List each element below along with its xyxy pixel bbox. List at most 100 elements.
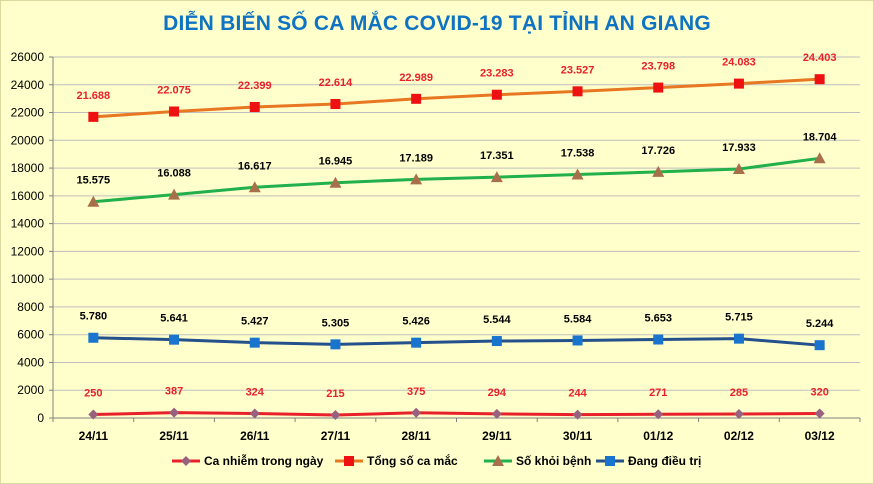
data-label: 5.780 xyxy=(80,311,108,323)
data-point xyxy=(732,163,745,175)
data-point xyxy=(814,340,825,351)
data-label: 294 xyxy=(488,387,507,399)
data-label: 24.403 xyxy=(803,52,837,64)
data-point xyxy=(169,106,180,117)
x-tick-label: 26/11 xyxy=(240,429,270,443)
data-point xyxy=(249,101,260,112)
data-label: 17.189 xyxy=(399,152,433,164)
data-point xyxy=(87,195,100,207)
y-tick-label: 16000 xyxy=(11,189,45,203)
data-label: 5.715 xyxy=(725,312,753,324)
data-label: 23.798 xyxy=(641,61,675,73)
x-tick-label: 30/11 xyxy=(563,429,593,443)
data-label: 5.641 xyxy=(160,313,188,325)
data-point xyxy=(652,165,665,177)
data-label: 215 xyxy=(326,388,344,400)
data-point xyxy=(572,86,583,97)
data-label: 5.305 xyxy=(322,317,350,329)
data-point xyxy=(814,74,825,85)
data-point xyxy=(733,333,744,344)
y-tick-label: 4000 xyxy=(17,355,44,369)
series-line xyxy=(93,336,820,347)
data-label: 387 xyxy=(165,386,183,398)
x-tick-label: 25/11 xyxy=(159,429,189,443)
y-tick-label: 10000 xyxy=(11,272,45,286)
x-tick-label: 24/11 xyxy=(79,429,109,443)
data-point xyxy=(411,93,422,104)
data-point xyxy=(411,337,422,348)
data-label: 22.614 xyxy=(319,77,354,89)
data-label: 5.427 xyxy=(241,316,269,328)
y-tick-label: 18000 xyxy=(11,161,45,175)
data-point xyxy=(733,409,744,420)
data-label: 18.704 xyxy=(803,131,838,143)
data-point xyxy=(572,335,583,346)
data-point xyxy=(733,78,744,89)
data-label: 16.617 xyxy=(238,160,272,172)
data-point xyxy=(653,82,664,93)
series-lines xyxy=(87,74,826,421)
series-line xyxy=(93,77,820,119)
data-label: 244 xyxy=(568,388,587,400)
data-label: 22.399 xyxy=(238,80,272,92)
data-point xyxy=(653,409,664,420)
data-point xyxy=(88,111,99,122)
data-point xyxy=(169,407,180,418)
data-label: 17.351 xyxy=(480,150,514,162)
data-label: 23.283 xyxy=(480,68,514,80)
y-tick-label: 24000 xyxy=(11,78,45,92)
x-tick-label: 28/11 xyxy=(401,429,431,443)
data-point xyxy=(330,339,341,350)
y-tick-label: 26000 xyxy=(11,50,45,64)
data-label: 17.933 xyxy=(722,142,756,154)
legend-label: Số khỏi bệnh xyxy=(516,454,591,468)
legend: Ca nhiễm trong ngày Tổng số ca mắc Số khỏi… xyxy=(172,453,701,468)
x-axis-ticks: 24/11 25/11 26/11 27/11 28/11 29/11 30/11 01/12… xyxy=(79,429,835,443)
x-tick-label: 27/11 xyxy=(321,429,351,443)
data-label: 16.088 xyxy=(157,168,191,180)
legend-marker xyxy=(344,456,354,466)
gridlines xyxy=(53,56,860,391)
y-tick-label: 8000 xyxy=(17,300,44,314)
x-tick-label: 03/12 xyxy=(805,429,835,443)
data-label: 15.575 xyxy=(77,175,111,187)
data-point xyxy=(491,336,502,347)
y-tick-label: 22000 xyxy=(11,106,45,120)
data-label: 24.083 xyxy=(722,57,756,69)
legend-marker xyxy=(605,456,615,466)
data-point xyxy=(491,89,502,100)
data-label: 5.426 xyxy=(402,316,430,328)
data-point xyxy=(653,334,664,345)
data-point xyxy=(571,168,584,180)
y-tick-label: 0 xyxy=(37,411,44,425)
data-point xyxy=(249,337,260,348)
data-point xyxy=(491,408,502,419)
y-tick-label: 14000 xyxy=(11,217,45,231)
data-label: 5.584 xyxy=(564,313,592,325)
y-tick-label: 6000 xyxy=(17,328,44,342)
data-point xyxy=(572,409,583,420)
data-point xyxy=(330,410,341,421)
data-point xyxy=(813,152,826,164)
data-label: 17.538 xyxy=(561,147,595,159)
data-label: 22.989 xyxy=(399,72,433,84)
data-point xyxy=(814,408,825,419)
data-point xyxy=(490,171,503,183)
x-tick-label: 02/12 xyxy=(724,429,754,443)
legend-label: Đang điều trị xyxy=(628,454,701,468)
legend-marker xyxy=(181,456,191,466)
data-label: 17.726 xyxy=(641,145,675,157)
data-point xyxy=(330,99,341,110)
series-line xyxy=(93,411,820,417)
data-point xyxy=(329,176,342,188)
series-line xyxy=(93,156,820,204)
x-tick-label: 29/11 xyxy=(482,429,512,443)
legend-label: Ca nhiễm trong ngày xyxy=(204,453,324,468)
data-label: 324 xyxy=(246,387,265,399)
data-label: 23.527 xyxy=(561,64,595,76)
data-point xyxy=(168,188,181,200)
x-tick-label: 01/12 xyxy=(643,429,673,443)
data-point xyxy=(169,334,180,345)
